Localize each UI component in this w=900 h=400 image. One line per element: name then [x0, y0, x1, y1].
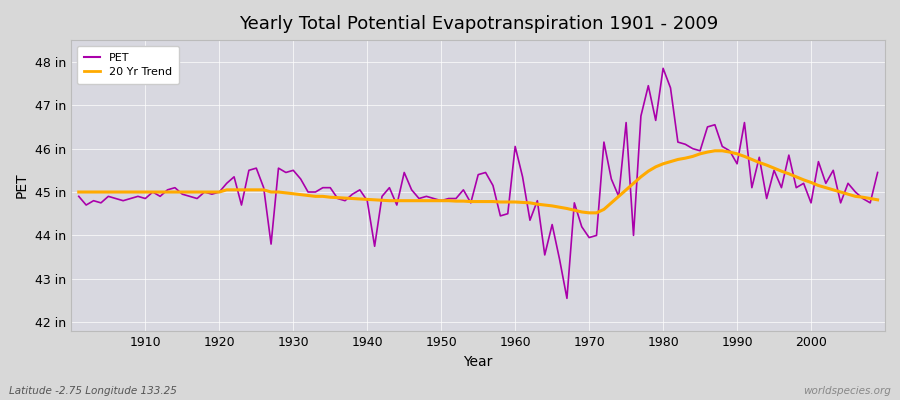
Title: Yearly Total Potential Evapotranspiration 1901 - 2009: Yearly Total Potential Evapotranspiratio… [238, 15, 718, 33]
Legend: PET, 20 Yr Trend: PET, 20 Yr Trend [76, 46, 179, 84]
Y-axis label: PET: PET [15, 173, 29, 198]
X-axis label: Year: Year [464, 355, 493, 369]
Text: worldspecies.org: worldspecies.org [803, 386, 891, 396]
Text: Latitude -2.75 Longitude 133.25: Latitude -2.75 Longitude 133.25 [9, 386, 177, 396]
